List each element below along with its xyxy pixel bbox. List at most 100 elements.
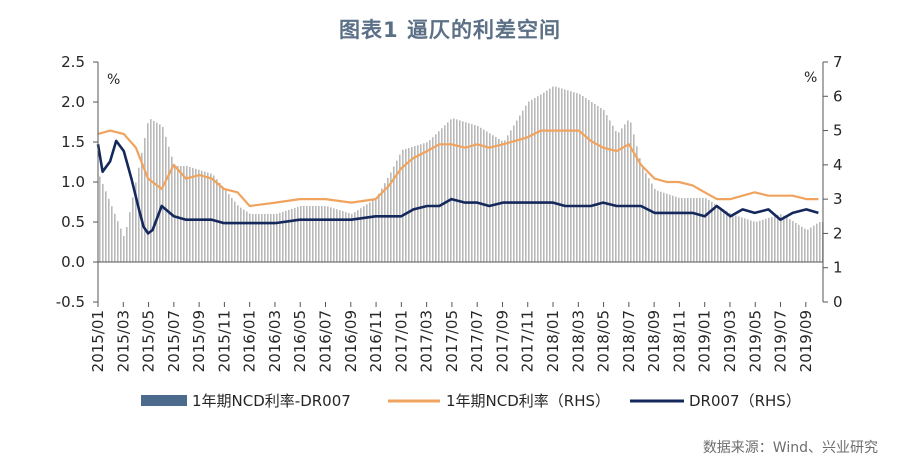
spread-bar	[294, 207, 296, 262]
spread-bar	[609, 120, 611, 262]
axes: -0.5 0.0 0.5 1.0 1.5 2.0 2.5 0 1 2 3 4 5 6 7% % 2015/01 2…	[56, 53, 843, 372]
spread-bar	[780, 214, 782, 262]
spread-bar	[528, 101, 530, 262]
spread-bar	[498, 138, 500, 262]
spread-bar	[492, 135, 494, 262]
spread-bar	[684, 198, 686, 262]
spread-bar	[468, 123, 470, 262]
spread-bar	[729, 213, 731, 262]
spread-bar	[564, 89, 566, 263]
spread-bar	[537, 96, 539, 262]
spread-bar	[105, 191, 107, 262]
spread-bar	[660, 191, 662, 262]
spread-bar	[606, 115, 608, 262]
legend-swatch-spread	[141, 395, 187, 406]
spread-bar	[804, 228, 806, 262]
spread-bar	[672, 195, 674, 262]
spread-bar	[486, 131, 488, 262]
spread-bar	[735, 215, 737, 262]
spread-bar	[249, 213, 251, 262]
spread-bar	[192, 167, 194, 262]
spread-bar	[567, 90, 569, 262]
spread-bar	[141, 152, 143, 262]
spread-bar	[342, 211, 344, 262]
spread-bar	[813, 225, 815, 262]
spread-bar	[336, 209, 338, 262]
spread-bar	[663, 192, 665, 262]
spread-bar	[288, 209, 290, 262]
left-tick-label: -0.5	[56, 293, 85, 311]
spread-bar	[756, 221, 758, 262]
spread-bar	[648, 178, 650, 262]
spread-bar	[393, 166, 395, 262]
spread-bar	[723, 209, 725, 262]
spread-bar	[630, 122, 632, 263]
spread-bar	[744, 218, 746, 262]
spread-bar	[453, 118, 455, 262]
left-tick-label: 2.0	[61, 93, 85, 111]
spread-bar	[360, 208, 362, 262]
spread-bar	[363, 206, 365, 262]
legend: 1年期NCD利率-DR007 1年期NCD利率（RHS） DR007（RHS）	[141, 392, 801, 410]
spread-bar	[642, 167, 644, 262]
spread-bar	[300, 206, 302, 262]
spread-bar	[798, 224, 800, 262]
left-tick-label: 1.5	[61, 133, 85, 151]
spread-bar	[414, 146, 416, 262]
spread-bar	[162, 126, 164, 262]
spread-bar	[345, 212, 347, 262]
spread-bar	[600, 107, 602, 263]
x-tick-label: 2018/03	[569, 310, 587, 372]
x-tick-label: 2019/01	[696, 310, 714, 372]
spread-bar	[225, 190, 227, 262]
spread-bar	[534, 98, 536, 263]
spread-bar	[144, 138, 146, 262]
spread-bar	[597, 105, 599, 262]
spread-bar	[333, 208, 335, 262]
spread-bar	[156, 122, 158, 262]
spread-bar	[348, 212, 350, 262]
spread-bar	[711, 201, 713, 262]
x-tick-label: 2017/11	[519, 310, 537, 372]
spread-bar	[456, 119, 458, 263]
spread-bar	[330, 207, 332, 262]
spread-bar	[594, 104, 596, 262]
spread-bar	[279, 212, 281, 262]
spread-bar	[639, 158, 641, 262]
spread-bar	[546, 90, 548, 262]
spread-bar	[429, 140, 431, 262]
spread-bar	[165, 136, 167, 262]
x-tick-label: 2015/01	[89, 310, 107, 372]
spread-bar	[807, 229, 809, 262]
spread-bar	[759, 220, 761, 262]
spread-bar	[420, 144, 422, 262]
x-tick-label: 2015/11	[215, 310, 233, 372]
spread-bar	[552, 86, 554, 263]
spread-bar	[417, 145, 419, 262]
line-series	[96, 129, 819, 235]
spread-bar	[321, 206, 323, 262]
x-tick-label: 2019/09	[797, 310, 815, 372]
spread-bar	[177, 166, 179, 262]
x-tick-label: 2017/07	[468, 310, 486, 372]
spread-bar	[114, 213, 116, 262]
spread-bar	[531, 99, 533, 262]
left-axis-unit: %	[107, 72, 120, 88]
spread-bar	[693, 198, 695, 262]
spread-bar	[795, 222, 797, 262]
spread-bar	[489, 133, 491, 262]
spread-bar	[198, 169, 200, 262]
spread-bar	[783, 215, 785, 262]
spread-bar	[261, 214, 263, 262]
spread-bar	[183, 166, 185, 262]
spread-bar	[561, 88, 563, 262]
spread-bar	[741, 217, 743, 262]
spread-bar	[645, 173, 647, 262]
spread-bar	[171, 156, 173, 262]
left-tick-label: 0.0	[61, 253, 85, 271]
x-tick-label: 2018/09	[645, 310, 663, 372]
spread-bar	[471, 124, 473, 262]
spread-bar	[252, 214, 254, 262]
spread-bar	[354, 212, 356, 262]
spread-bar	[543, 92, 545, 262]
